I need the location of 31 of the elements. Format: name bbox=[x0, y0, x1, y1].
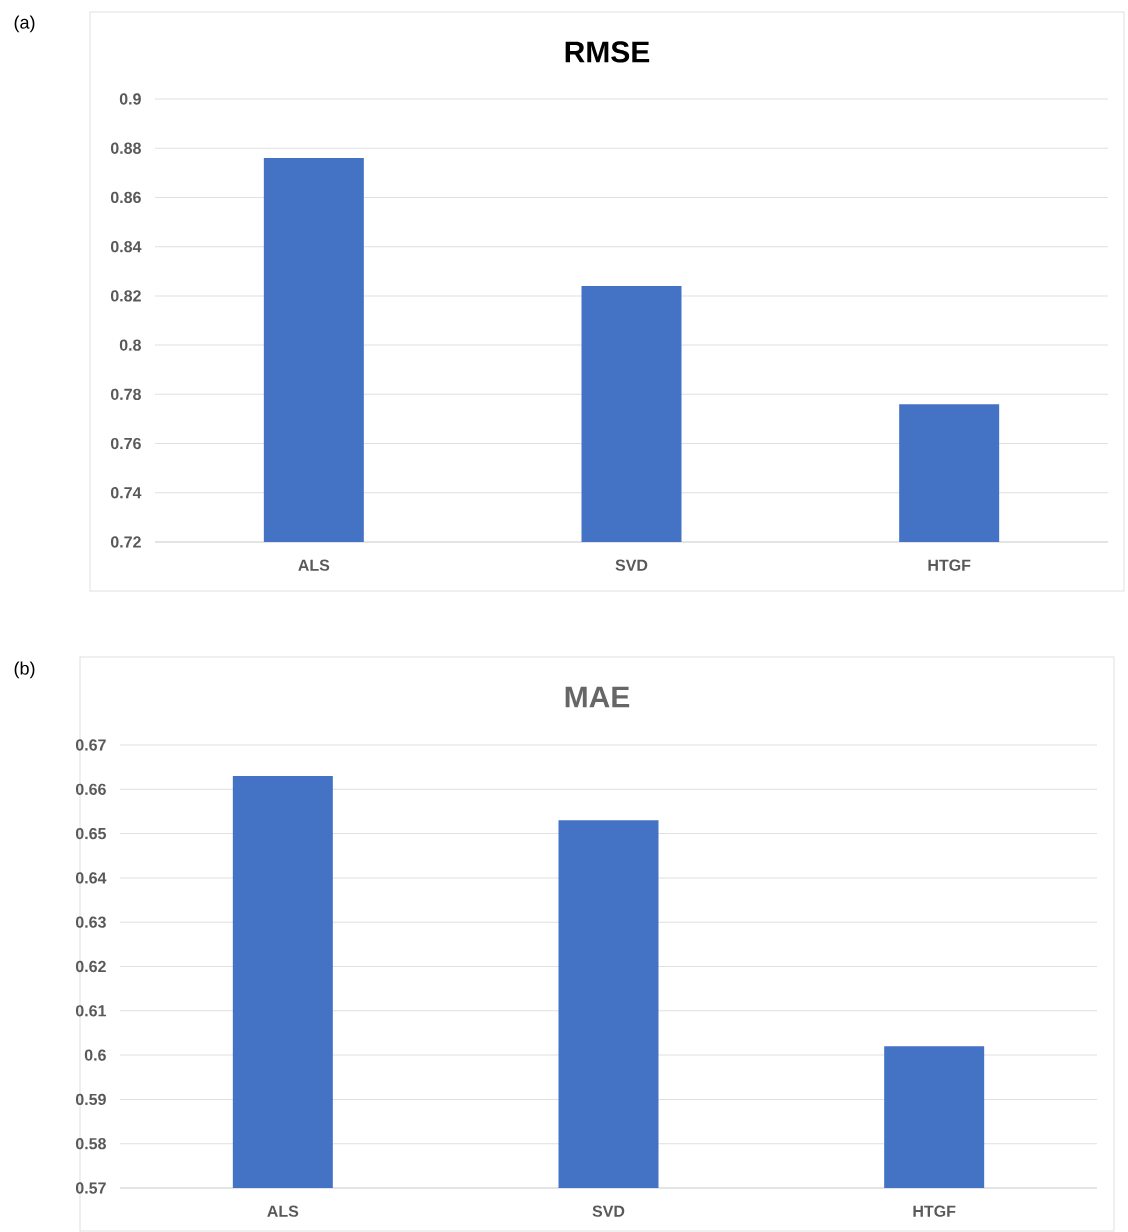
y-tick-label: 0.65 bbox=[75, 827, 107, 840]
y-tick-label: 0.67 bbox=[75, 739, 106, 751]
text: (b) bbox=[14, 661, 35, 679]
y-tick-label: 0.76 bbox=[110, 437, 141, 450]
y-tick-label: 0.88 bbox=[110, 142, 141, 154]
text: (a) bbox=[14, 15, 35, 33]
y-tick-label: 0.78 bbox=[110, 388, 141, 400]
y-tick-label: 0.86 bbox=[110, 191, 141, 204]
y-tick-label: 0.59 bbox=[75, 1093, 106, 1106]
y-tick-label: 0.66 bbox=[75, 783, 106, 795]
chart-title: MAE bbox=[565, 686, 630, 708]
y-tick-label: 0.74 bbox=[110, 487, 142, 499]
y-tick-label: 0.6 bbox=[84, 1049, 106, 1061]
y-tick-label: 0.64 bbox=[75, 872, 107, 884]
y-tick-label: 0.63 bbox=[75, 916, 106, 928]
y-tick-label: 0.8 bbox=[119, 339, 141, 351]
x-tick-label: HTGF bbox=[913, 1205, 956, 1217]
x-tick-label: SVD bbox=[592, 1205, 625, 1217]
x-tick-label: SVD bbox=[615, 559, 648, 571]
y-tick-label: 0.58 bbox=[75, 1138, 106, 1150]
chart-title: RMSE bbox=[565, 41, 650, 63]
y-tick-label: 0.84 bbox=[110, 241, 142, 253]
y-tick-label: 0.61 bbox=[75, 1005, 107, 1017]
y-tick-label: 0.82 bbox=[110, 290, 141, 302]
x-tick-label: HTGF bbox=[928, 559, 971, 571]
x-tick-label: ALS bbox=[267, 1205, 299, 1217]
y-tick-label: 0.9 bbox=[119, 93, 141, 105]
y-tick-label: 0.57 bbox=[75, 1182, 106, 1194]
y-tick-label: 0.62 bbox=[75, 960, 106, 973]
y-tick-label: 0.72 bbox=[110, 536, 141, 548]
x-tick-label: ALS bbox=[298, 559, 330, 571]
